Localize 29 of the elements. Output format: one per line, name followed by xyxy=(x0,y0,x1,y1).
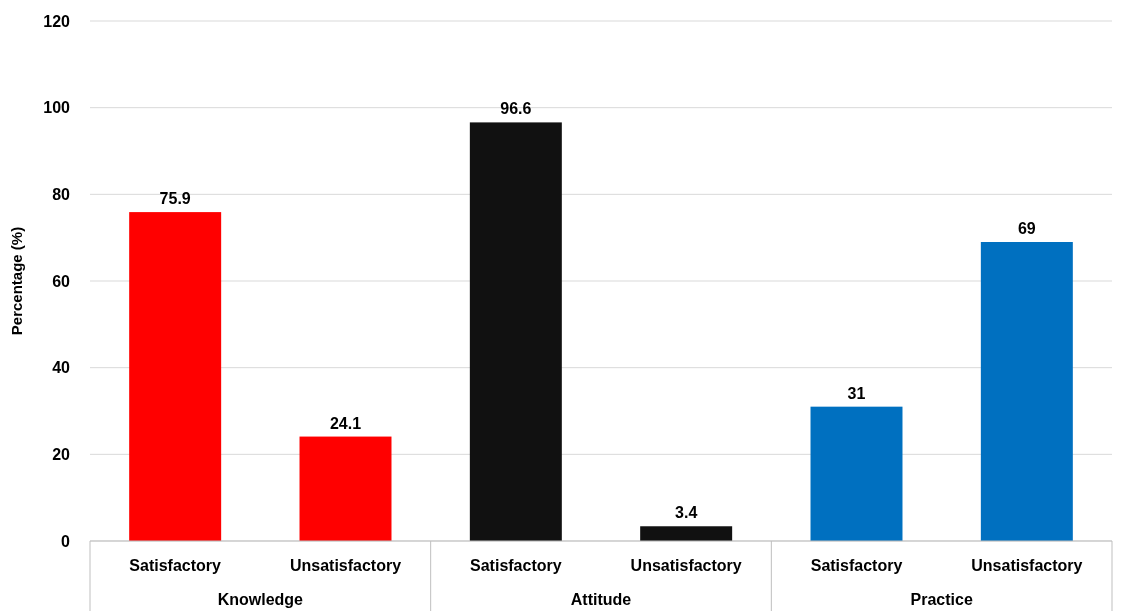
x-tick-label: Satisfactory xyxy=(810,557,903,574)
x-tick-label: Satisfactory xyxy=(129,557,222,574)
text: Attitude xyxy=(570,591,632,608)
bar xyxy=(980,242,1073,541)
bar xyxy=(640,526,733,541)
data-label: 24.1 xyxy=(329,414,362,432)
y-tick-label: 100 xyxy=(43,99,71,117)
x-tick-label: Unsatisfactory xyxy=(630,557,742,574)
y-tick-label: 40 xyxy=(52,359,71,377)
data-label: 96.6 xyxy=(500,100,532,118)
y-axis-title: Percentage (%) xyxy=(8,226,25,336)
x-tick-label: Satisfactory xyxy=(470,557,562,574)
data-label: 3.4 xyxy=(675,504,698,522)
data-label: 75.9 xyxy=(159,190,191,208)
y-tick-label: 80 xyxy=(52,185,71,203)
text: Knowledge xyxy=(217,591,304,608)
text: Practice xyxy=(910,591,973,608)
data-label: 31 xyxy=(847,384,866,402)
y-tick-label: 60 xyxy=(52,272,71,290)
bar xyxy=(810,406,903,541)
bar xyxy=(129,212,222,541)
x-tick-label: Unsatisfactory xyxy=(971,557,1083,574)
bar xyxy=(469,122,562,541)
y-tick-label: 120 xyxy=(43,12,71,30)
x-tick-label: Unsatisfactory xyxy=(289,557,402,574)
y-tick-label: 20 xyxy=(52,445,71,463)
y-tick-label: 0 xyxy=(61,532,71,550)
data-label: 69 xyxy=(1017,220,1036,237)
bar xyxy=(299,436,392,541)
